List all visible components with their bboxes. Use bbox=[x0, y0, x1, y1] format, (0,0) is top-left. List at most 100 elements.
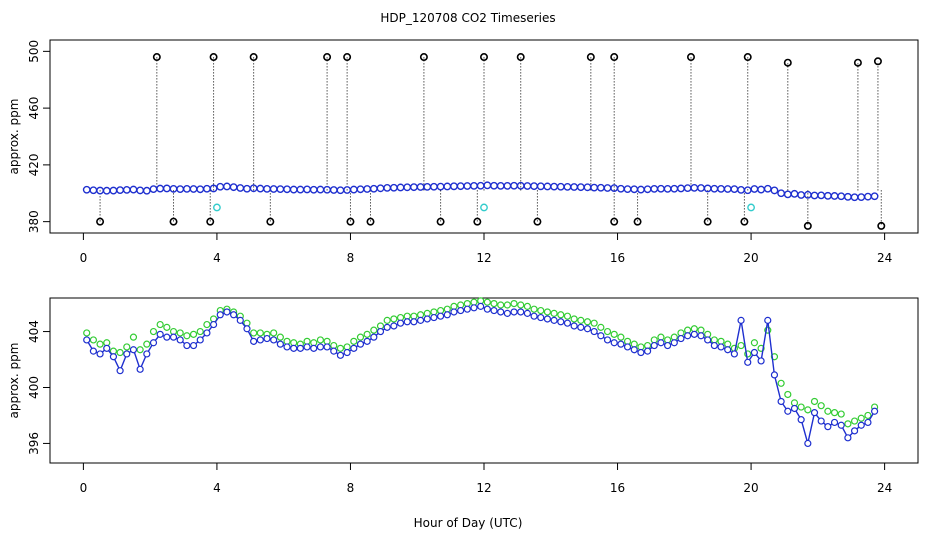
data-point bbox=[476, 181, 485, 190]
series3-point bbox=[203, 329, 211, 337]
data-point bbox=[783, 190, 792, 199]
series3-point bbox=[310, 344, 318, 352]
series3-point bbox=[223, 308, 231, 316]
series3-point bbox=[209, 320, 218, 329]
series2-point bbox=[176, 329, 184, 337]
series3-point bbox=[183, 341, 191, 350]
data-point bbox=[536, 182, 545, 191]
data-point bbox=[857, 193, 866, 201]
x-tick-label: 20 bbox=[743, 481, 758, 495]
data-point bbox=[543, 182, 552, 191]
outlier-point bbox=[783, 58, 792, 67]
series3-point bbox=[690, 330, 698, 338]
data-point bbox=[162, 184, 171, 193]
figure-title: HDP_120708 CO2 Timeseries bbox=[380, 11, 555, 25]
data-point bbox=[229, 183, 238, 192]
data-point bbox=[283, 185, 291, 194]
data-point bbox=[556, 182, 565, 191]
data-point bbox=[303, 185, 311, 194]
data-point bbox=[396, 183, 405, 192]
outlier-point bbox=[533, 217, 542, 226]
data-point bbox=[296, 185, 305, 194]
series2-point bbox=[89, 336, 98, 344]
data-point bbox=[443, 182, 452, 191]
data-point bbox=[416, 183, 425, 191]
series3-point bbox=[263, 334, 271, 343]
data-point bbox=[777, 189, 786, 198]
series2-point bbox=[857, 414, 865, 422]
outlier-point bbox=[873, 57, 882, 66]
data-point bbox=[89, 186, 98, 195]
x-tick-label: 24 bbox=[877, 251, 892, 265]
data-point bbox=[156, 184, 165, 193]
data-point bbox=[423, 182, 432, 191]
series3-point bbox=[784, 407, 792, 415]
series3-point bbox=[684, 332, 692, 340]
series3-point bbox=[750, 348, 759, 357]
data-point bbox=[129, 185, 138, 194]
series3-point bbox=[270, 336, 278, 344]
series2-point bbox=[744, 350, 752, 358]
series2-point bbox=[497, 301, 505, 309]
series2-point bbox=[250, 329, 258, 337]
data-point bbox=[550, 182, 559, 191]
data-point bbox=[196, 185, 205, 194]
series2-point bbox=[356, 333, 365, 341]
series3-point bbox=[630, 346, 638, 354]
outlier-point bbox=[516, 53, 525, 62]
data-point bbox=[383, 183, 392, 192]
series3-point bbox=[457, 306, 465, 315]
flagged-point bbox=[213, 203, 221, 212]
data-point bbox=[763, 184, 772, 193]
series2-point bbox=[156, 320, 164, 329]
series3-point bbox=[83, 336, 91, 344]
series2-point bbox=[583, 318, 592, 326]
series3-point bbox=[396, 319, 405, 327]
series2-point bbox=[837, 410, 845, 418]
series2-point bbox=[844, 420, 852, 428]
data-point bbox=[216, 182, 225, 191]
series3-point bbox=[637, 348, 645, 357]
outlier-point bbox=[740, 217, 749, 226]
outlier-point bbox=[346, 217, 355, 226]
series2-point bbox=[196, 327, 204, 336]
series3-point bbox=[610, 339, 618, 347]
data-point bbox=[122, 185, 131, 194]
data-point bbox=[637, 185, 645, 194]
x-tick-label: 12 bbox=[476, 251, 491, 265]
series3-point bbox=[363, 337, 371, 345]
data-point bbox=[657, 184, 665, 193]
series2-point bbox=[864, 411, 872, 420]
data-point bbox=[757, 185, 765, 194]
series3-point bbox=[577, 323, 585, 331]
series3-point bbox=[603, 336, 612, 344]
y-tick-label: 404 bbox=[27, 320, 41, 343]
outlier-point bbox=[610, 217, 619, 226]
series2-point bbox=[123, 343, 131, 351]
data-point bbox=[523, 182, 532, 190]
series3-point bbox=[497, 308, 505, 316]
data-point bbox=[837, 192, 846, 201]
series3-point bbox=[583, 325, 592, 333]
data-point bbox=[316, 185, 325, 194]
data-point bbox=[102, 186, 111, 195]
series2-point bbox=[163, 323, 171, 331]
data-point bbox=[623, 185, 632, 194]
series3-point bbox=[370, 333, 378, 341]
series2-point bbox=[824, 407, 832, 415]
series3-point bbox=[757, 357, 765, 365]
series3-point bbox=[250, 337, 258, 345]
series2-point bbox=[737, 341, 745, 350]
series3-point bbox=[790, 404, 799, 413]
series3-point bbox=[557, 318, 565, 326]
data-point bbox=[470, 181, 478, 190]
series3-point bbox=[864, 418, 872, 427]
series3-point bbox=[443, 311, 451, 319]
data-point bbox=[456, 182, 465, 191]
data-point bbox=[843, 192, 852, 201]
data-point bbox=[142, 186, 151, 195]
data-point bbox=[256, 184, 265, 193]
data-point bbox=[643, 185, 652, 194]
series2-point bbox=[370, 326, 378, 334]
series3-point bbox=[730, 350, 738, 358]
